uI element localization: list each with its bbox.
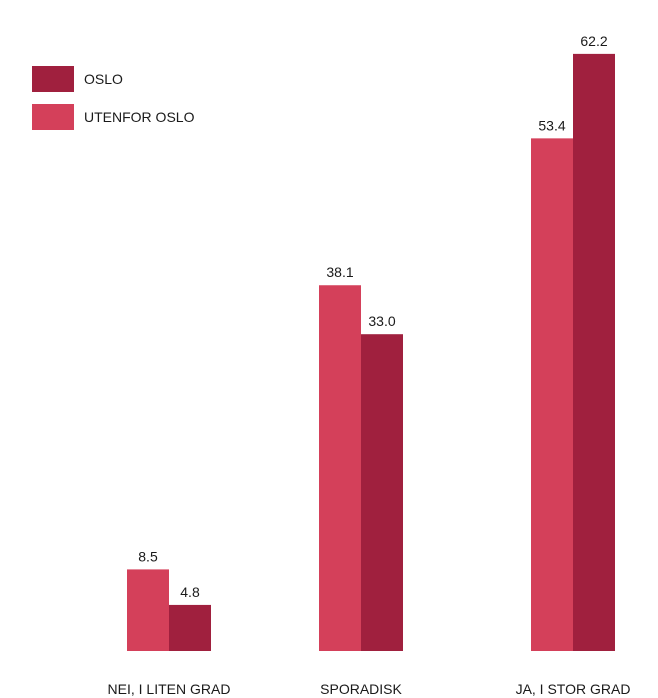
legend-swatch-oslo <box>32 66 74 92</box>
legend-label-utenfor-oslo: UTENFOR OSLO <box>84 109 195 125</box>
bar-oslo-0 <box>169 604 211 651</box>
bar-utenfor-oslo-1 <box>319 285 361 651</box>
legend-item-oslo: OSLO <box>32 66 194 92</box>
data-label-utenfor-oslo-2: 53.4 <box>538 117 565 133</box>
bar-oslo-1 <box>361 334 403 651</box>
data-label-utenfor-oslo-1: 38.1 <box>326 264 353 280</box>
data-label-utenfor-oslo-0: 8.5 <box>138 548 158 564</box>
category-label-0: NEI, I LITEN GRAD <box>108 681 231 697</box>
legend-item-utenfor-oslo: UTENFOR OSLO <box>32 104 194 130</box>
data-label-oslo-0: 4.8 <box>180 584 200 600</box>
legend-label-oslo: OSLO <box>84 71 123 87</box>
chart-legend: OSLO UTENFOR OSLO <box>32 66 194 142</box>
data-label-oslo-1: 33.0 <box>368 313 395 329</box>
category-label-1: SPORADISK <box>320 681 402 697</box>
bar-utenfor-oslo-0 <box>127 569 169 651</box>
data-label-oslo-2: 62.2 <box>580 33 607 49</box>
bar-utenfor-oslo-2 <box>531 138 573 652</box>
category-label-2: JA, I STOR GRAD <box>516 681 631 697</box>
bar-oslo-2 <box>573 53 615 651</box>
legend-swatch-utenfor-oslo <box>32 104 74 130</box>
